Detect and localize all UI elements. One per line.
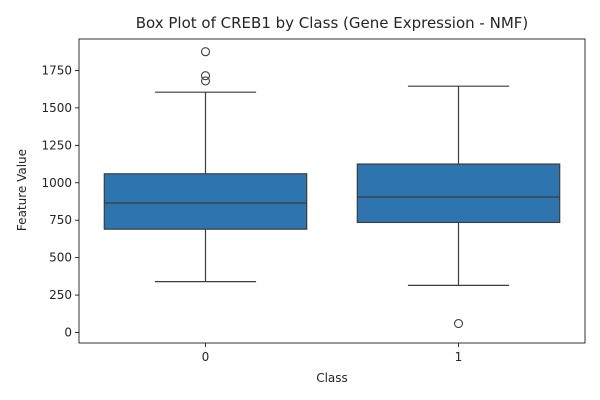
y-axis-title: Feature Value: [15, 149, 29, 231]
outlier-point-0: [453, 318, 464, 329]
plot-area: [103, 47, 561, 329]
y-tick-label-500: 500: [49, 251, 72, 265]
y-tick-label-250: 250: [49, 288, 72, 302]
x-axis-title: Class: [316, 371, 348, 385]
x-tick-label-0: 0: [202, 350, 210, 364]
y-tick-label-0: 0: [64, 326, 72, 340]
y-tick-label-1250: 1250: [41, 138, 72, 152]
y-tick-label-750: 750: [49, 213, 72, 227]
outlier-point-0: [200, 76, 211, 86]
y-axis: 0 250 500 750 1000 1250 1500 1750: [41, 63, 79, 340]
iqr-box: [103, 173, 308, 230]
chart-title: Box Plot of CREB1 by Class (Gene Express…: [136, 14, 529, 32]
box-group-class-0: [103, 47, 308, 283]
outlier-point-1: [200, 71, 211, 81]
plot-frame: [78, 38, 586, 344]
box-group-class-1: [356, 85, 561, 329]
iqr-box: [356, 163, 561, 224]
outlier-point-2: [200, 47, 211, 57]
y-tick-label-1500: 1500: [41, 101, 72, 115]
x-tick-label-1: 1: [455, 350, 463, 364]
y-tick-label-1000: 1000: [41, 176, 72, 190]
y-tick-label-1750: 1750: [41, 63, 72, 77]
